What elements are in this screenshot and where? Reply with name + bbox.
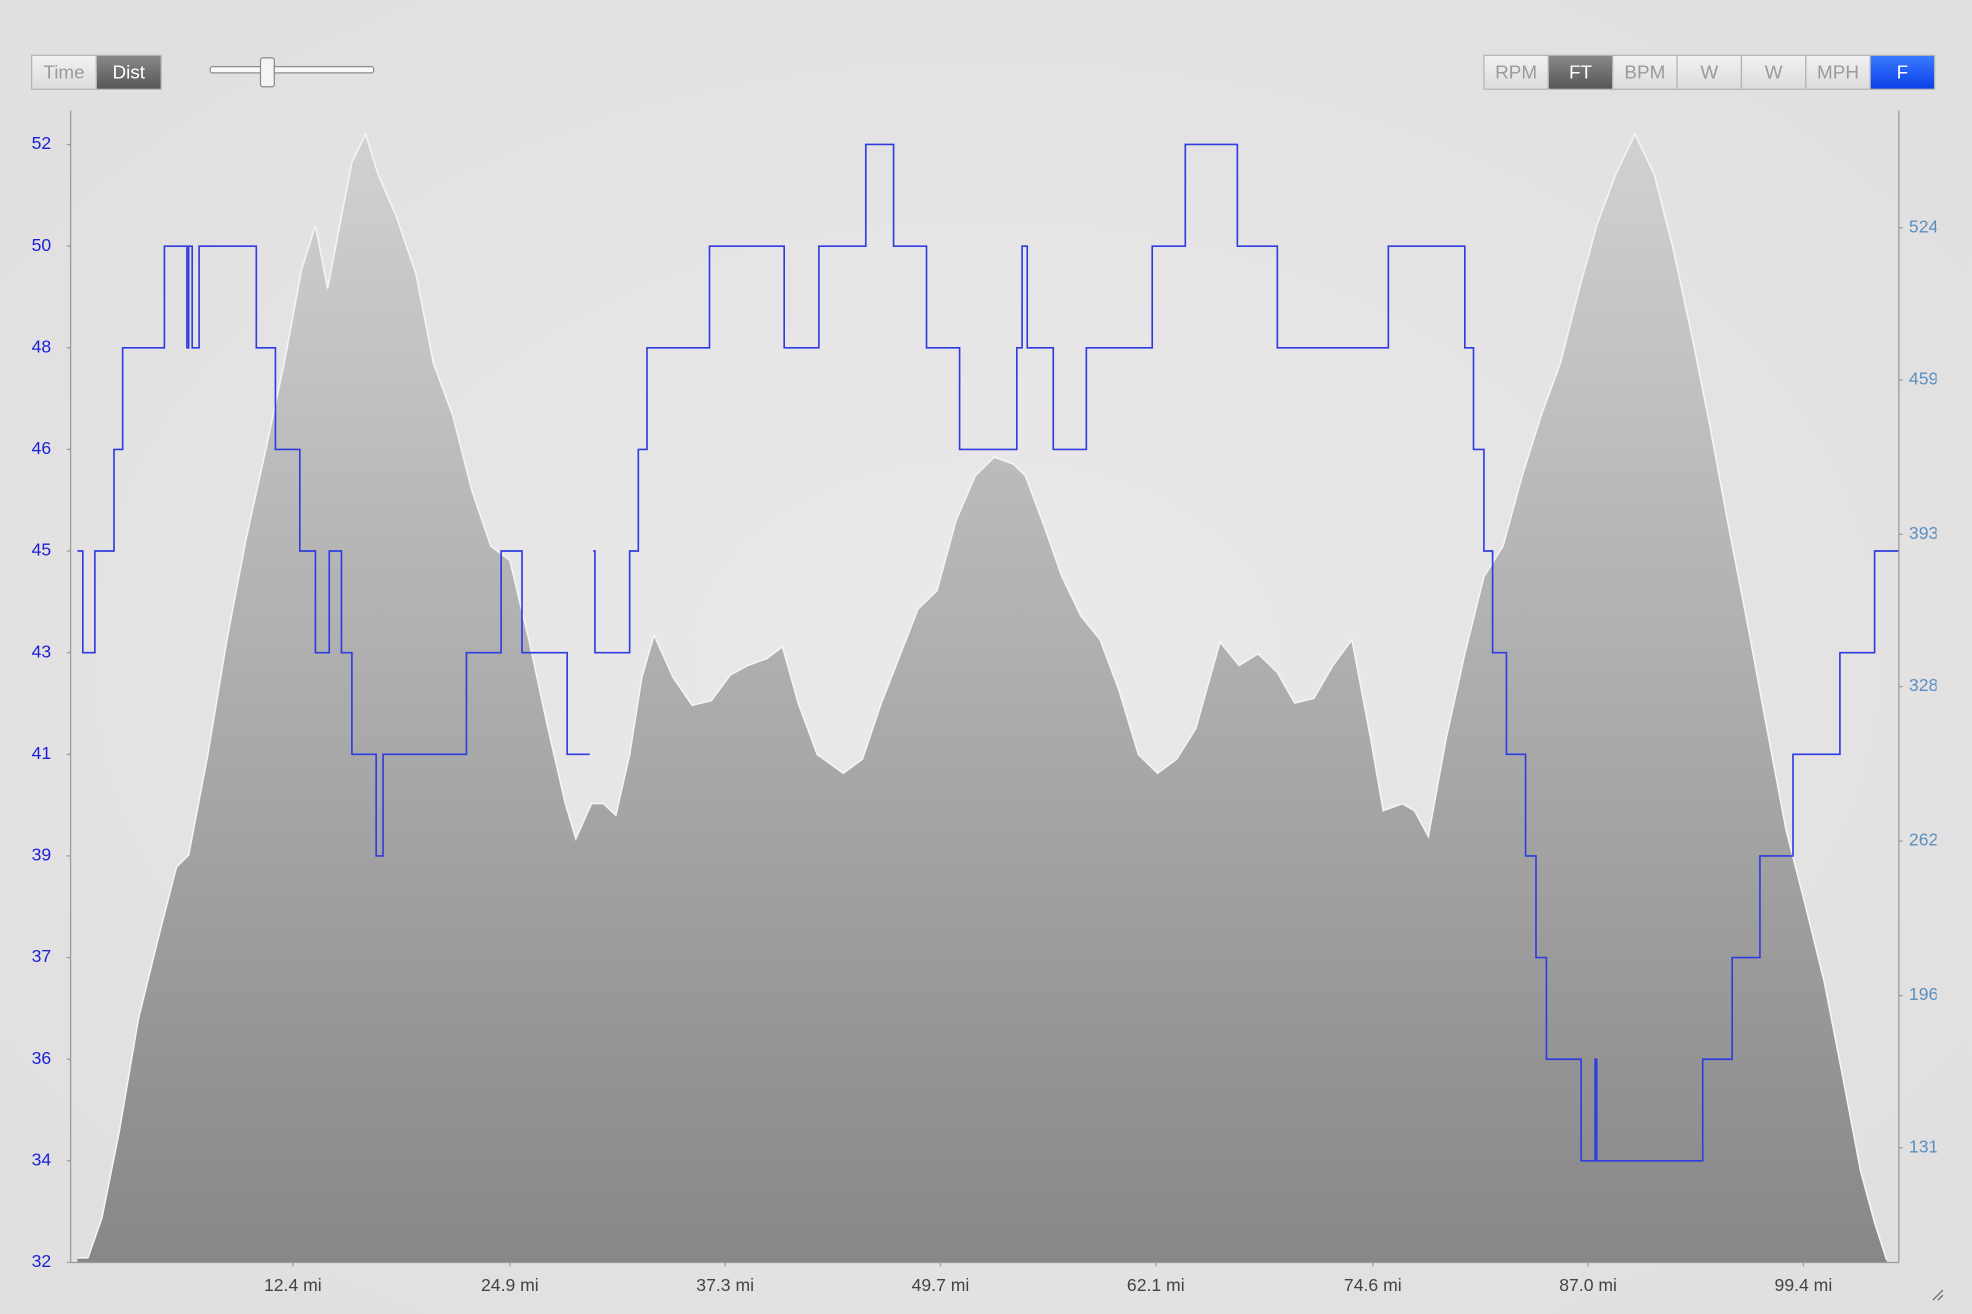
plot-area: 32 34 36 37 39 41 43 45 46 48 50 52 12.4 mi 24.9 mi 37… (32, 110, 1900, 1295)
button-label[interactable]: W (1700, 62, 1718, 83)
x-tick-label: 62.1 mi (1127, 1275, 1185, 1295)
button-face[interactable] (1869, 54, 1936, 90)
button-face[interactable] (1805, 54, 1871, 90)
toggle-button[interactable]: W (1740, 54, 1807, 90)
y2-tick-label: 196 (1909, 984, 1939, 1004)
x-tick-label: 49.7 mi (912, 1275, 970, 1295)
y-tick-label: 50 (32, 235, 52, 255)
toggle-button[interactable]: BPM (1612, 54, 1678, 90)
y2-tick-label: 328 (1909, 675, 1939, 695)
button-label[interactable]: F (1897, 62, 1909, 83)
y2-tick-label: 524 (1909, 216, 1939, 236)
button-label[interactable]: Time (43, 62, 84, 83)
button-label[interactable]: FT (1569, 62, 1593, 83)
y-tick-label: 37 (32, 946, 52, 966)
y-tick-label: 43 (32, 641, 52, 661)
y-tick-label: 48 (32, 336, 52, 356)
button-face[interactable] (1612, 54, 1678, 90)
button-label[interactable]: BPM (1624, 62, 1665, 83)
toggle-button[interactable]: MPH (1805, 54, 1871, 90)
button-face[interactable] (1740, 54, 1807, 90)
button-face[interactable] (1547, 54, 1614, 90)
x-tick-label: 24.9 mi (481, 1275, 539, 1295)
y2-axis: 131 196 262 328 393 459 524 (1898, 216, 1939, 1156)
y2-tick-label: 393 (1909, 523, 1939, 543)
toggle-button[interactable]: FT (1547, 54, 1614, 90)
elevation-area (77, 134, 1887, 1263)
y2-tick-label: 131 (1909, 1136, 1938, 1156)
button-face[interactable] (1676, 54, 1743, 90)
y2-tick-label: 262 (1909, 830, 1938, 850)
x-tick-label: 87.0 mi (1559, 1275, 1617, 1295)
y-tick-label: 36 (32, 1048, 52, 1068)
y-tick-label: 34 (32, 1149, 52, 1169)
y-tick-label: 39 (32, 845, 52, 865)
x-tick-label: 99.4 mi (1775, 1275, 1833, 1295)
toggle-button[interactable]: RPM (1483, 54, 1549, 90)
y-tick-label: 52 (32, 133, 52, 153)
x-tick-label: 12.4 mi (264, 1275, 322, 1295)
elevation-outline (77, 131, 1888, 1261)
slider[interactable] (209, 57, 375, 88)
resize-grip[interactable] (1932, 1289, 1944, 1301)
button-label[interactable]: MPH (1817, 62, 1859, 83)
toggle-button[interactable]: Time (30, 54, 98, 90)
button-label[interactable]: W (1765, 62, 1783, 83)
y2-tick-label: 459 (1909, 369, 1938, 389)
button-face[interactable] (95, 54, 162, 90)
button-face[interactable] (30, 54, 98, 90)
y-tick-label: 32 (32, 1251, 52, 1271)
x-tick-label: 74.6 mi (1344, 1275, 1402, 1295)
toggle-button[interactable]: F (1869, 54, 1936, 90)
toggle-button[interactable]: W (1676, 54, 1743, 90)
y-tick-label: 41 (32, 743, 52, 763)
toggle-button[interactable]: Dist (95, 54, 162, 90)
x-tick-label: 37.3 mi (696, 1275, 754, 1295)
temperature-line (77, 143, 1899, 1162)
y-tick-label: 46 (32, 438, 52, 458)
y-tick-label: 45 (32, 540, 52, 560)
button-label[interactable]: Dist (113, 62, 146, 83)
button-label[interactable]: RPM (1495, 62, 1537, 83)
